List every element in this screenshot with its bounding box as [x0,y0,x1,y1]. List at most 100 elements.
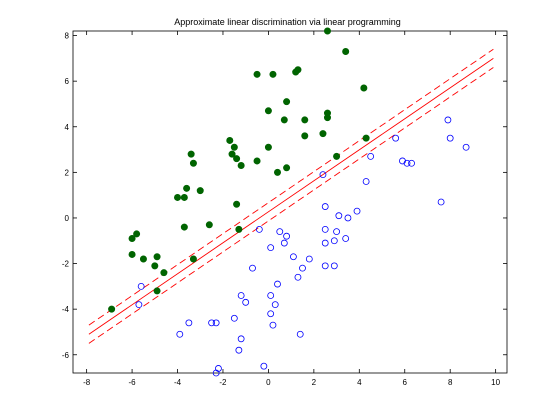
class-2-point [212,369,220,377]
class-2-point [242,298,250,306]
class-1-point [360,84,368,92]
class-1-point [292,68,300,76]
x-tick-label: 0 [266,378,271,387]
class-2-point [321,262,329,270]
class-2-point [305,255,313,263]
class-1-point [253,157,261,165]
y-axis-ticks: -6 -4 -2 0 2 4 6 8 [62,32,507,360]
class-2-point [212,319,220,327]
class-1-point [108,305,116,313]
class-2-point [267,244,275,252]
class-2-point [444,116,452,124]
x-tick-label: -4 [174,378,182,387]
y-tick-label: -6 [62,351,70,360]
class-1-point [128,234,136,242]
class-1-point [269,70,277,78]
class-1-point [283,98,291,106]
class-2-point [408,159,415,167]
class-2-point [330,237,338,245]
class-2-point [137,282,145,290]
x-tick-label: -2 [219,378,227,387]
x-tick-label: 8 [448,378,453,387]
class-2-point [230,314,238,322]
class-2-point [296,330,304,338]
x-axis-ticks: -8 -6 -4 -2 0 2 4 6 8 10 [83,31,501,387]
class-2-point [255,225,263,233]
dashed-margin-line [88,48,494,326]
x-tick-label: 2 [312,378,317,387]
class-1-point [333,152,341,160]
class-2-point [135,301,143,309]
class-2-point [321,239,329,247]
class-2-point [290,253,297,261]
class-2-point [446,134,454,142]
class-1-point [235,225,243,233]
class-1-point [283,164,291,172]
class-2-point [330,262,338,270]
x-tick-label: -8 [83,378,91,387]
class-1-point [319,130,327,138]
class-1-point [189,255,197,263]
class-1-point [160,269,168,277]
class-1-point [174,193,182,201]
class-2-point [176,330,184,338]
class-2-point [403,159,411,167]
class-1-point [205,221,213,229]
x-tick-label: 4 [357,378,362,387]
class-1-point [139,255,147,263]
class-1-point [323,27,331,35]
class-2-point [333,228,340,236]
class-1-point [237,162,245,170]
class-1-point [196,187,204,195]
class-2-point [271,301,279,309]
y-tick-label: 8 [65,32,70,41]
class-1-point [274,168,282,176]
x-tick-label: -6 [129,378,137,387]
dashed-margin-line [88,67,494,344]
class-2-point [274,280,281,288]
class-2-point [280,239,288,247]
y-tick-label: 0 [65,214,70,223]
class-2-point [342,235,350,242]
class-2-point [237,292,245,299]
y-tick-label: 6 [65,77,70,86]
class-1-point [301,132,309,140]
class-1-point [180,223,188,231]
class-1-point [323,114,331,122]
class-2-point [353,207,361,215]
x-tick-label: 10 [491,378,500,387]
class-1-point [228,150,236,158]
class-2-point [276,228,284,236]
class-1-point [233,200,241,208]
class-2-point [267,292,275,299]
class-2-point [319,171,327,179]
class-2-point [185,319,193,327]
class-1-point [226,136,234,144]
class-1-point [253,70,261,78]
class-1-point [153,253,161,261]
y-tick-label: 2 [65,168,70,177]
class-2-point [321,225,329,233]
class-2-point [344,214,352,222]
class-1-point [180,193,188,201]
y-tick-label: 4 [65,123,70,132]
class-2-point [208,319,216,327]
class-2-point [362,178,370,185]
class-2-point [437,198,445,206]
class-1-point [233,155,241,163]
class-2-point [299,264,306,272]
class-1-point [230,143,238,151]
class-2-point [267,310,275,318]
class-2-point [321,203,329,210]
y-tick-label: -2 [62,260,70,269]
class-1-point [280,116,288,124]
class-1-point [133,230,141,238]
class-2-point [249,264,256,272]
class-1-point [342,48,350,56]
plot-area [72,30,508,374]
class-1-point [189,159,197,167]
class-1-point [362,134,370,142]
class-1-point [187,150,195,158]
class-2-point [294,273,302,281]
